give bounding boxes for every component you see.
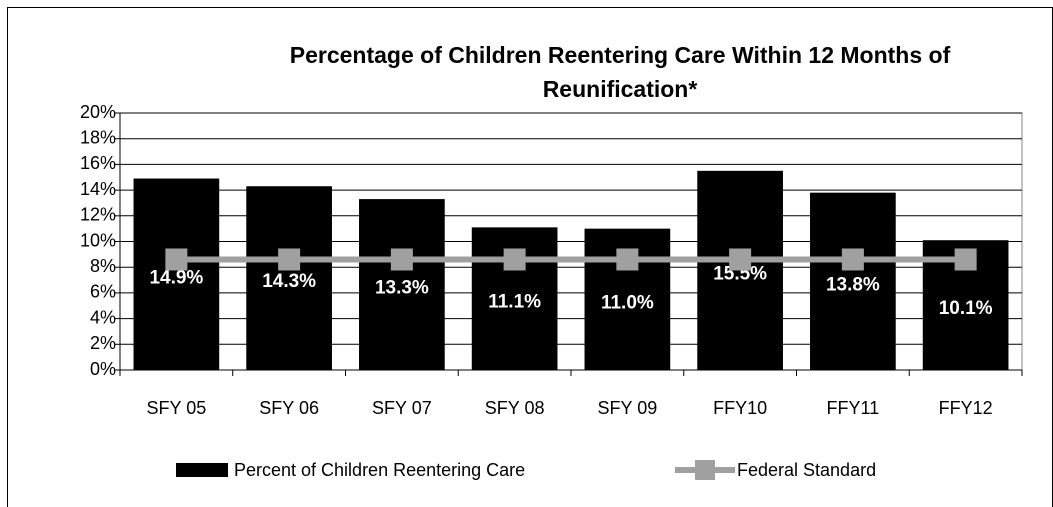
line-marker xyxy=(165,248,188,271)
x-tick-label: SFY 05 xyxy=(147,398,207,418)
x-tick-label: FFY11 xyxy=(827,398,880,418)
chart-title: Reunification* xyxy=(543,76,698,102)
x-tick-label: SFY 06 xyxy=(259,398,319,418)
x-tick-label: SFY 09 xyxy=(598,398,658,418)
bar xyxy=(246,186,332,370)
y-tick-label: 6% xyxy=(90,282,116,302)
x-tick-label: SFY 07 xyxy=(372,398,432,418)
y-tick-label: 18% xyxy=(80,127,116,147)
x-tick-label: FFY12 xyxy=(939,398,993,418)
bar xyxy=(359,199,445,370)
data-label: 11.0% xyxy=(601,292,654,313)
chart-title: Percentage of Children Reentering Care W… xyxy=(290,42,951,68)
x-tick-label: SFY 08 xyxy=(485,398,545,418)
y-tick-label: 16% xyxy=(80,153,116,173)
legend-label: Percent of Children Reentering Care xyxy=(234,460,525,480)
data-label: 11.1% xyxy=(488,292,541,313)
y-tick-label: 12% xyxy=(80,205,116,225)
legend-swatch xyxy=(695,460,715,480)
line-marker xyxy=(503,248,526,271)
y-tick-label: 10% xyxy=(80,230,116,250)
line-marker xyxy=(841,248,864,271)
line-marker xyxy=(278,248,301,271)
legend-swatch xyxy=(176,463,228,477)
line-marker xyxy=(729,248,752,271)
y-tick-label: 20% xyxy=(80,102,116,122)
legend-label: Federal Standard xyxy=(737,460,876,480)
line-marker xyxy=(954,248,977,271)
line-marker xyxy=(616,248,639,271)
bar xyxy=(133,178,220,370)
y-tick-label: 4% xyxy=(90,307,116,327)
data-label: 15.5% xyxy=(713,263,767,284)
data-label: 14.9% xyxy=(149,267,203,288)
y-tick-label: 14% xyxy=(80,179,116,199)
bar xyxy=(810,192,896,370)
y-tick-label: 0% xyxy=(90,359,116,379)
line-marker xyxy=(390,248,413,271)
data-label: 14.3% xyxy=(262,271,316,292)
data-label: 13.3% xyxy=(375,278,429,299)
y-tick-label: 8% xyxy=(90,256,116,276)
data-label: 10.1% xyxy=(939,298,993,319)
x-tick-label: FFY10 xyxy=(713,398,767,418)
y-tick-label: 2% xyxy=(90,333,116,353)
data-label: 13.8% xyxy=(826,274,880,295)
